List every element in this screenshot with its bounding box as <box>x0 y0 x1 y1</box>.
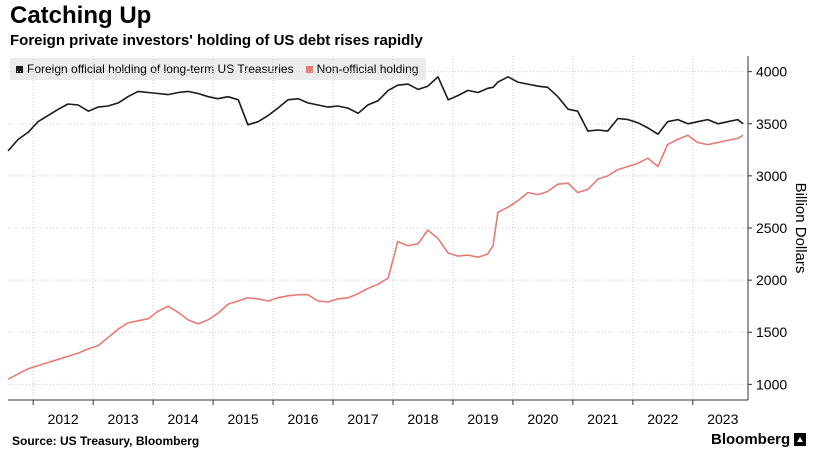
x-tick-label: 2020 <box>527 411 558 427</box>
legend-swatch-non-official <box>305 65 313 73</box>
y-tick-labels: 1000 1500 2000 2500 3000 3500 4000 <box>748 64 787 392</box>
series-lines <box>7 76 744 380</box>
y-tick-label: 1000 <box>756 376 787 392</box>
x-tick-label: 2012 <box>48 411 79 427</box>
x-tick-label: 2016 <box>287 411 318 427</box>
y-tick-label: 2500 <box>756 220 787 236</box>
legend: Foreign official holding of long-term US… <box>10 58 427 80</box>
y-tick-label: 3000 <box>756 168 787 184</box>
x-tick-label: 2021 <box>587 411 618 427</box>
brand-icon <box>794 433 807 446</box>
y-tick-label: 2000 <box>756 272 787 288</box>
chart-subtitle: Foreign private investors' holding of US… <box>10 32 423 49</box>
gridlines <box>8 71 748 385</box>
y-axis-label: Billion Dollars <box>792 183 809 274</box>
x-tick-labels: 2012 2013 2014 2015 2016 2017 2018 2019 2020 2021… <box>32 400 739 427</box>
series-line-non-official <box>7 134 744 380</box>
legend-swatch-official <box>16 65 23 73</box>
y-tick-label: 3500 <box>756 116 787 132</box>
x-tick-label: 2019 <box>467 411 498 427</box>
x-tick-label: 2018 <box>407 411 438 427</box>
x-tick-label: 2013 <box>108 411 139 427</box>
x-tick-label: 2015 <box>227 411 258 427</box>
series-line-official <box>7 76 744 152</box>
brand-logo: Bloomberg <box>711 431 807 448</box>
brand-name: Bloomberg <box>711 431 791 448</box>
y-tick-label: 4000 <box>756 64 787 80</box>
y-tick-label: 1500 <box>756 324 787 340</box>
x-tick-label: 2023 <box>707 411 738 427</box>
x-gridlines <box>32 56 694 400</box>
x-tick-label: 2014 <box>168 411 199 427</box>
source-note: Source: US Treasury, Bloomberg <box>12 434 200 448</box>
chart-title: Catching Up <box>10 2 152 29</box>
x-tick-label: 2022 <box>647 411 678 427</box>
x-tick-label: 2017 <box>347 411 378 427</box>
